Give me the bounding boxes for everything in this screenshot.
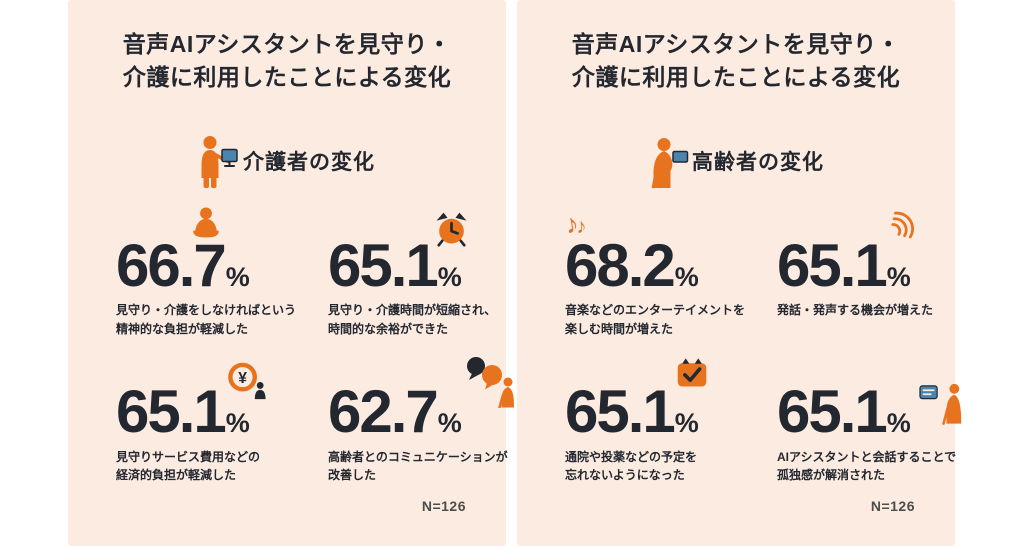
panel-title-line2: 介護に利用したことによる変化 — [571, 63, 901, 90]
stat-value-block: 65.1% — [565, 358, 707, 442]
stat-value-block: 65.1% — [777, 211, 914, 296]
stat-caption: AIアシスタントと会話することで 孤独感が解消された — [777, 449, 957, 483]
stat-percent-value: 65.1 — [565, 378, 676, 446]
stat-percent-value: 66.7 — [116, 232, 227, 299]
stat-value-block: 65.1% — [328, 212, 467, 296]
stat-percent-value: 65.1 — [116, 378, 227, 446]
stat-percent-value: 65.1 — [777, 232, 888, 299]
stat-value-block: 68.2% ♪♪ — [562, 208, 699, 295]
music-notes-icon: ♪♪ — [562, 208, 587, 240]
stat-caption: 見守り・介護時間が短縮され、 時間的な余裕ができた — [328, 303, 497, 336]
stats-grid: 66.7% 見守り・介護をしなければという 精神的な負担が軽減した 65.1% — [116, 207, 514, 485]
alarm-clock-icon — [436, 212, 467, 247]
stat-value-block: 65.1% — [777, 382, 962, 442]
relieved-sitting-person-icon — [193, 207, 219, 238]
stat-caption: 発話・発声する機会が増えた — [777, 303, 934, 318]
stat-caption: 見守り・介護をしなければという 精神的な負担が軽減した — [116, 303, 297, 336]
stat-caption: 通院や投薬などの予定を 忘れないようになった — [565, 449, 698, 483]
stat-percent-sign: % — [437, 408, 462, 439]
stat-percent-value: 65.1 — [328, 232, 439, 299]
stat-percent-sign: % — [225, 408, 250, 439]
ai-chat-with-elderly-icon — [919, 384, 962, 425]
panel-elderly-changes: 音声AIアシスタントを見守り・ 介護に利用したことによる変化 高齢者の変化 68… — [517, 0, 962, 546]
stat-percent-value: 68.2 — [565, 232, 676, 299]
conversation-bubbles-elderly-icon — [466, 357, 514, 409]
subtitle-row: 介護者の変化 — [68, 132, 506, 190]
stat-value-block: 66.7% — [116, 207, 250, 296]
panel-title-line1: 音声AIアシスタントを見守り・ — [571, 31, 901, 57]
elderly-with-device-icon — [651, 138, 689, 189]
sample-size-note: N=126 — [870, 498, 915, 514]
panel-title: 音声AIアシスタントを見守り・ 介護に利用したことによる変化 — [517, 28, 955, 93]
sound-wave-icon — [891, 211, 914, 239]
yen-coin-icon: ¥ — [227, 363, 266, 400]
stat-caption: 見守りサービス費用などの 経済的負担が軽減した — [116, 449, 261, 483]
stat-card: 65.1% 見守り・介護時間が短縮され、 時間的な余裕ができた — [328, 212, 528, 338]
subtitle-label: 介護者の変化 — [243, 151, 375, 174]
caregiver-with-device-icon — [201, 136, 238, 188]
stat-percent-sign: % — [437, 262, 462, 292]
stat-percent-value: 62.7 — [328, 378, 439, 446]
subtitle-label: 高齢者の変化 — [692, 151, 824, 174]
stats-grid: 68.2% ♪♪ 音楽などのエンターテイメントを 楽しむ時間が増えた 65.1% — [562, 208, 962, 485]
panel-caregiver-changes: 音声AIアシスタントを見守り・ 介護に利用したことによる変化 介護者の変化 66… — [68, 0, 514, 546]
stat-card: 66.7% 見守り・介護をしなければという 精神的な負担が軽減した — [116, 207, 316, 338]
stat-card: 65.1% 通院や投薬などの予定を 忘れないようになった — [565, 358, 765, 484]
stat-card: 65.1% 発話・発声する機会が増えた — [777, 211, 977, 338]
stat-percent-sign: % — [886, 262, 911, 292]
calendar-check-icon — [677, 358, 707, 387]
stat-percent-sign: % — [674, 262, 699, 292]
panel-title-line1: 音声AIアシスタントを見守り・ — [122, 31, 452, 57]
stat-card: 68.2% ♪♪ 音楽などのエンターテイメントを 楽しむ時間が増えた — [562, 208, 765, 338]
stat-caption: 高齢者とのコミュニケーションが 改善した — [328, 449, 508, 483]
svg-text:¥: ¥ — [238, 370, 247, 387]
stat-percent-value: 65.1 — [777, 378, 888, 446]
stat-card: 62.7% 高齢者とのコミュニケーションが 改善した — [328, 357, 528, 484]
stat-value-block: 62.7% — [328, 357, 514, 442]
sample-size-note: N=126 — [421, 498, 466, 514]
stat-percent-sign: % — [886, 408, 911, 439]
stat-value-block: 65.1% ¥ — [116, 363, 266, 442]
stat-card: 65.1% ¥ 見守りサービス費用などの 経済的負担が軽減した — [116, 363, 316, 484]
subtitle-row: 高齢者の変化 — [517, 132, 955, 190]
stat-percent-sign: % — [225, 262, 250, 292]
stat-card: 65.1% AIアシスタントと会話することで 孤独感が解消された — [777, 382, 977, 484]
stat-caption: 音楽などのエンターテイメントを 楽しむ時間が増えた — [565, 303, 746, 336]
panel-title: 音声AIアシスタントを見守り・ 介護に利用したことによる変化 — [68, 28, 506, 93]
stat-percent-sign: % — [674, 408, 699, 439]
panel-title-line2: 介護に利用したことによる変化 — [122, 63, 452, 90]
